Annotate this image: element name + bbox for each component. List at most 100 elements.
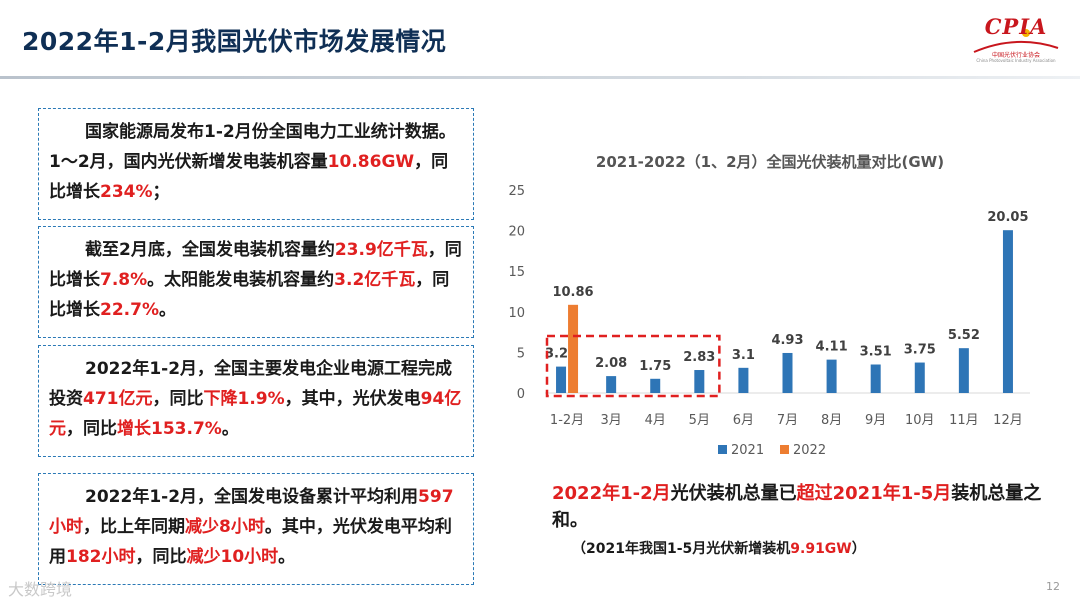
highlight-text: 7.8% bbox=[100, 270, 148, 290]
body-text: ，同比增长 bbox=[49, 240, 462, 290]
title-divider bbox=[0, 76, 1080, 79]
x-tick-label: 6月 bbox=[733, 413, 754, 428]
logo-arc-icon bbox=[973, 29, 1059, 53]
info-box-3: 2022年1-2月，全国主要发电企业电源工程完成投资471亿元，同比下降1.9%… bbox=[38, 345, 474, 457]
bar-2021 bbox=[650, 378, 661, 393]
highlight-text: 3.2亿千瓦 bbox=[334, 270, 416, 290]
x-axis: 1-2月 3月 4月 5月 6月 7月 8月 9月 10月 11月 12月 bbox=[550, 413, 1023, 428]
highlight-text: 减少8小时 bbox=[185, 517, 265, 537]
y-tick-label: 15 bbox=[508, 265, 525, 280]
body-text: 。太阳能发电装机容量约 bbox=[147, 270, 335, 290]
body-text: ，同比增长 bbox=[49, 152, 449, 202]
bar-2021 bbox=[958, 348, 969, 393]
data-label: 3.51 bbox=[860, 344, 892, 359]
x-tick-label: 12月 bbox=[993, 413, 1023, 428]
body-text: ，同比增长 bbox=[49, 270, 450, 320]
x-tick-label: 5月 bbox=[689, 413, 710, 428]
logo-subtitle: 中国光伏行业协会 bbox=[991, 52, 1040, 59]
note-value: 9.91GW bbox=[790, 541, 852, 557]
logo-text: CPIA bbox=[984, 14, 1048, 39]
body-text: 装机总量之和。 bbox=[552, 483, 1042, 531]
bar-2021 bbox=[914, 362, 925, 393]
note-prefix: （2021年我国1-5月光伏新增装机 bbox=[572, 541, 791, 557]
highlight-text: 超过2021年1-5月 bbox=[796, 483, 952, 504]
body-text: ，其中，光伏发电 bbox=[284, 389, 421, 409]
bar-2021 bbox=[826, 359, 837, 393]
highlight-text: 182小时 bbox=[66, 547, 136, 567]
highlight-text: 下降1.9% bbox=[203, 389, 285, 409]
data-label: 2.83 bbox=[683, 350, 715, 365]
x-tick-label: 10月 bbox=[905, 413, 935, 428]
highlight-text: 234% bbox=[100, 182, 153, 202]
y-tick-label: 10 bbox=[508, 306, 525, 321]
data-label: 20.05 bbox=[987, 210, 1028, 225]
info-text-4: 2022年1-2月，全国发电设备累计平均利用597小时，比上年同期减少8小时。其… bbox=[49, 482, 465, 572]
legend-swatch-2021 bbox=[718, 445, 727, 454]
y-axis: 0 5 10 15 20 25 bbox=[508, 184, 525, 402]
body-text: 。 bbox=[278, 547, 296, 567]
info-text-2: 截至2月底，全国发电装机容量约23.9亿千瓦，同比增长7.8%。太阳能发电装机容… bbox=[49, 235, 465, 325]
data-label: 3.1 bbox=[732, 348, 755, 363]
chart-title: 2021-2022（1、2月）全国光伏装机量对比(GW) bbox=[596, 153, 944, 171]
bar-2021 bbox=[556, 366, 567, 393]
watermark: 大数跨境 bbox=[8, 580, 73, 599]
x-tick-label: 4月 bbox=[645, 413, 666, 428]
legend: 2021 2022 bbox=[718, 443, 826, 458]
body-text: ，同比 bbox=[66, 419, 117, 439]
info-box-2: 截至2月底，全国发电装机容量约23.9亿千瓦，同比增长7.8%。太阳能发电装机容… bbox=[38, 226, 474, 338]
y-tick-label: 20 bbox=[508, 225, 525, 240]
data-label: 4.93 bbox=[771, 333, 803, 348]
x-tick-label: 1-2月 bbox=[550, 413, 584, 428]
logo-subtitle-en: China Photovoltaic Industry Association bbox=[976, 58, 1056, 63]
legend-label: 2021 bbox=[731, 443, 764, 458]
info-text-3: 2022年1-2月，全国主要发电企业电源工程完成投资471亿元，同比下降1.9%… bbox=[49, 354, 465, 444]
highlight-text: 22.7% bbox=[100, 300, 159, 320]
summary-text: 2022年1-2月光伏装机总量已超过2021年1-5月装机总量之和。 bbox=[552, 480, 1052, 534]
bar-2021 bbox=[606, 376, 617, 393]
page-number: 12 bbox=[1046, 580, 1060, 593]
bar-2021 bbox=[782, 352, 793, 393]
highlight-text: 2022年1-2月 bbox=[552, 483, 671, 504]
body-text: 。 bbox=[158, 300, 176, 320]
highlight-text: 597小时 bbox=[49, 487, 454, 537]
body-text: 。其中，光伏发电平均利用 bbox=[49, 517, 452, 567]
x-tick-label: 8月 bbox=[821, 413, 842, 428]
summary-note: （2021年我国1-5月光伏新增装机9.91GW） bbox=[572, 538, 866, 558]
note-suffix: ） bbox=[851, 541, 866, 557]
data-label: 1.75 bbox=[639, 359, 671, 374]
legend-swatch-2022 bbox=[780, 445, 789, 454]
highlight-text: 增长153.7% bbox=[117, 419, 222, 439]
bar-2021 bbox=[1002, 230, 1013, 393]
data-label: 5.52 bbox=[948, 328, 980, 343]
x-tick-label: 11月 bbox=[949, 413, 979, 428]
pv-capacity-chart: 2021-2022（1、2月）全国光伏装机量对比(GW) 0510152025 … bbox=[508, 153, 1030, 458]
x-tick-label: 3月 bbox=[600, 413, 621, 428]
page-title: 2022年1-2月我国光伏市场发展情况 bbox=[22, 27, 447, 56]
x-tick-label: 9月 bbox=[865, 413, 886, 428]
highlight-text: 23.9亿千瓦 bbox=[334, 240, 428, 260]
y-tick-label: 25 bbox=[508, 184, 525, 199]
body-text: 截至2月底，全国发电装机容量约 bbox=[85, 240, 335, 260]
info-text-1: 国家能源局发布1-2月份全国电力工业统计数据。1～2月，国内光伏新增发电装机容量… bbox=[49, 117, 465, 207]
body-text: 。 bbox=[221, 419, 239, 439]
cpia-logo: CPIA 中国光伏行业协会 China Photovoltaic Industr… bbox=[968, 14, 1064, 68]
data-label: 3.75 bbox=[904, 343, 936, 358]
y-tick-label: 5 bbox=[517, 346, 525, 361]
body-text: 2022年1-2月，全国主要发电企业电源工程完成投资 bbox=[49, 359, 453, 409]
info-box-4: 2022年1-2月，全国发电设备累计平均利用597小时，比上年同期减少8小时。其… bbox=[38, 473, 474, 585]
info-box-1: 国家能源局发布1-2月份全国电力工业统计数据。1～2月，国内光伏新增发电装机容量… bbox=[38, 108, 474, 220]
body-text: ，同比 bbox=[152, 389, 204, 409]
y-tick-label: 0 bbox=[517, 387, 525, 402]
data-label: 2.08 bbox=[595, 356, 627, 371]
body-text: 国家能源局发布1-2月份全国电力工业统计数据。1～2月，国内光伏新增发电装机容量 bbox=[49, 122, 456, 172]
body-text: ，比上年同期 bbox=[83, 517, 185, 537]
x-tick-label: 7月 bbox=[777, 413, 798, 428]
bar-2022 bbox=[568, 304, 579, 393]
data-label: 10.86 bbox=[552, 285, 593, 300]
highlight-text: 94亿元 bbox=[49, 389, 462, 439]
body-text: ； bbox=[152, 182, 170, 202]
body-text: 光伏装机总量已 bbox=[670, 483, 797, 504]
bar-2021 bbox=[870, 364, 881, 393]
highlight-text: 471亿元 bbox=[83, 389, 153, 409]
highlight-text: 10.86GW bbox=[327, 152, 415, 172]
